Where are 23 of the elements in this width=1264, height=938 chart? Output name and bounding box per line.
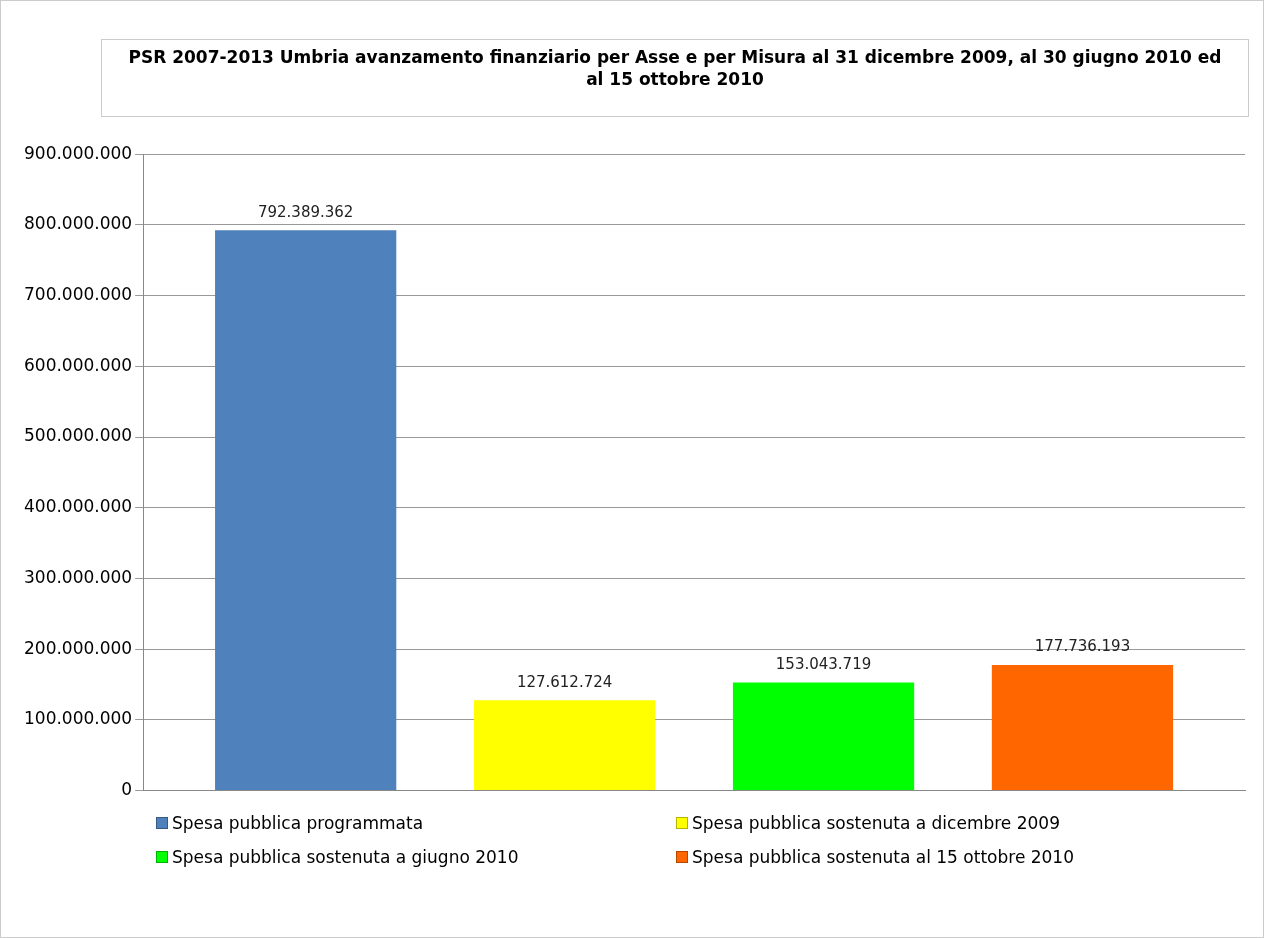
bar <box>991 664 1174 791</box>
y-tick-label: 900.000.000 <box>23 142 133 163</box>
y-tick-label: 700.000.000 <box>23 284 133 305</box>
y-tick-label: 100.000.000 <box>23 708 133 729</box>
bar <box>732 682 915 791</box>
y-tick-label: 200.000.000 <box>23 637 133 658</box>
bar <box>215 230 397 791</box>
legend-label: Spesa pubblica sostenuta a dicembre 2009 <box>692 813 1060 833</box>
legend-label: Spesa pubblica programmata <box>172 813 424 833</box>
chart-title: PSR 2007-2013 Umbria avanzamento finanziario per Asse e per Misura al 31 dicembre 2009, al 30 giugno 2010 ed al 15 ottobre 2010 <box>101 39 1249 117</box>
y-tick-label: 0 <box>121 779 133 800</box>
legend-label: Spesa pubblica sostenuta al 15 ottobre 2010 <box>692 847 1075 867</box>
y-tick-label: 600.000.000 <box>23 354 133 375</box>
data-label: 127.612.724 <box>516 672 613 691</box>
y-tick-label: 300.000.000 <box>23 566 133 587</box>
data-label: 792.389.362 <box>257 202 354 221</box>
bar <box>473 700 656 791</box>
y-tick-label: 500.000.000 <box>23 425 133 446</box>
data-label: 177.736.193 <box>1034 637 1131 656</box>
y-tick-label: 400.000.000 <box>23 496 133 517</box>
data-label: 153.043.719 <box>775 654 872 673</box>
y-tick-label: 800.000.000 <box>23 213 133 234</box>
legend-label: Spesa pubblica sostenuta a giugno 2010 <box>172 847 519 867</box>
